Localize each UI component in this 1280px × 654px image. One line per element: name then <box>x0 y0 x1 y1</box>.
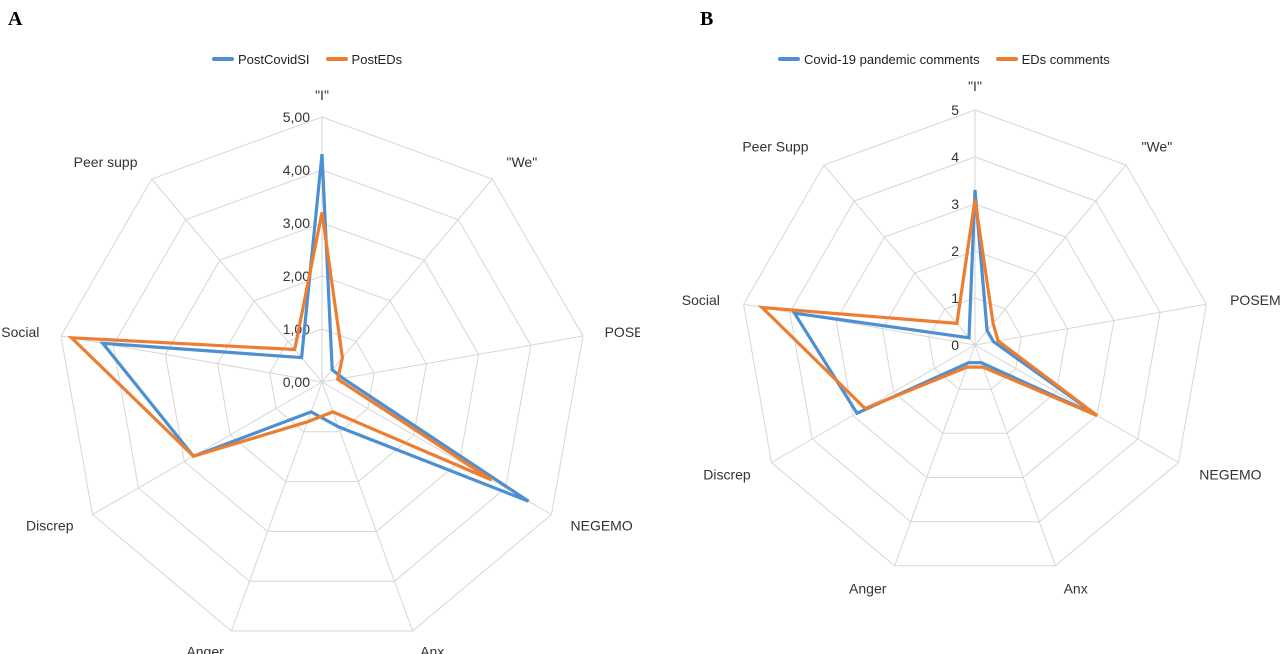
axis-label-negemo: NEGEMO <box>571 518 633 534</box>
legend-label: EDs comments <box>1021 51 1110 67</box>
grid-spoke <box>92 381 323 515</box>
grid-spoke <box>321 178 493 383</box>
axis-label-anx: Anx <box>420 644 444 654</box>
tick-label: 1 <box>951 290 959 306</box>
grid-spoke <box>974 164 1127 346</box>
tick-label: 5 <box>951 102 959 118</box>
axis-label-negemo: NEGEMO <box>1199 467 1261 483</box>
grid-spoke <box>894 344 976 566</box>
grid-spoke <box>321 381 414 632</box>
legend-b: Covid-19 pandemic comments EDs comments <box>778 50 1126 68</box>
tick-label: 0 <box>951 337 959 353</box>
tick-label: 3 <box>951 196 959 212</box>
series-line-postcovidsi <box>99 153 530 503</box>
panel-letter-b: B <box>700 8 714 30</box>
axis-label-anx: Anx <box>1064 580 1088 596</box>
axis-label-peer-supp: Peer Supp <box>742 139 808 155</box>
grid-spoke <box>974 344 1179 463</box>
axis-label-discrep: Discrep <box>703 467 751 483</box>
axis-label-i: "I" <box>968 78 982 94</box>
grid-spoke <box>230 381 323 632</box>
grid-ring <box>217 275 427 483</box>
tick-label: 4 <box>951 149 959 165</box>
grid-ring <box>881 250 1069 434</box>
grid-spoke <box>974 303 1207 346</box>
axis-label-posemo: POSEMO <box>605 324 640 340</box>
grid-spoke <box>321 335 584 383</box>
tick-label: 0,00 <box>283 374 310 390</box>
tick-label: 5,00 <box>283 109 310 125</box>
axis-label-posemo: POSEMO <box>1230 292 1280 308</box>
radar-chart-b: 0 1 2 3 4 5 "I" "We" POSEMO NEGEMO Anx Anger Discrep… <box>682 78 1280 596</box>
legend-swatch <box>325 57 348 61</box>
panel-a: 0,001,002,003,004,005,00"I""We"POSEMONEG… <box>1 8 640 654</box>
tick-label: 2,00 <box>283 268 310 284</box>
legend-label: PostCovidSI <box>238 51 310 67</box>
legend-item-postcovidsi: PostCovidSI <box>212 52 310 67</box>
series-line-eds-comments <box>757 199 1099 417</box>
grid-ring <box>164 222 480 532</box>
axis-label-i: "I" <box>315 87 329 103</box>
axis-label-peer-supp: Peer supp <box>74 154 138 170</box>
legend-item-eds-comments: EDs comments <box>995 51 1110 67</box>
grid-spoke <box>974 344 1056 566</box>
axis-label-we: "We" <box>507 154 538 170</box>
axis-label-anger: Anger <box>186 644 224 654</box>
grid-ring <box>60 116 584 632</box>
axis-label-anger: Anger <box>849 580 887 596</box>
legend-swatch <box>778 57 800 61</box>
panel-letter-a: A <box>8 8 23 30</box>
legend-a: PostCovidSI PostEDs <box>212 50 418 68</box>
tick-label: 3,00 <box>283 215 310 231</box>
legend-item-covid-comments: Covid-19 pandemic comments <box>778 52 980 67</box>
grid-spoke <box>823 164 976 346</box>
legend-label: Covid-19 pandemic comments <box>804 51 980 67</box>
legend-swatch <box>995 57 1018 61</box>
grid-spoke <box>743 303 976 346</box>
tick-label: 2 <box>951 243 959 259</box>
axis-label-we: "We" <box>1142 139 1173 155</box>
axis-label-social: Social <box>1 324 39 340</box>
panel-b: 0 1 2 3 4 5 "I" "We" POSEMO NEGEMO Anx Anger Discrep… <box>640 0 1280 654</box>
axis-label-discrep: Discrep <box>26 518 74 534</box>
grid-ring <box>743 109 1207 567</box>
radar-chart-a: 0,001,002,003,004,005,00"I""We"POSEMONEG… <box>1 87 640 654</box>
series-line-covid-19-pandemic-comments <box>791 189 1099 417</box>
axis-label-social: Social <box>682 292 720 308</box>
legend-swatch <box>212 57 234 61</box>
tick-label: 4,00 <box>283 162 310 178</box>
grid-ring <box>112 169 532 582</box>
legend-item-posteds: PostEDs <box>325 51 403 67</box>
series-line-posteds <box>67 212 493 482</box>
grid-ring <box>835 203 1115 478</box>
legend-label: PostEDs <box>351 51 403 67</box>
grid-ring <box>789 156 1161 523</box>
